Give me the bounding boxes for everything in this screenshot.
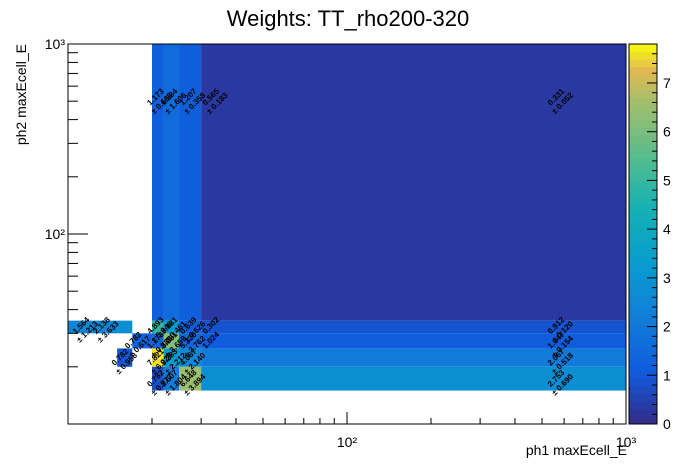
y-tick-label: 10³: [45, 36, 66, 52]
colorbar-band: [629, 234, 657, 243]
colorbar-band: [629, 302, 657, 311]
chart-title: Weights: TT_rho200-320: [227, 6, 470, 31]
y-tick-label: 10²: [45, 226, 66, 242]
colorbar-band: [629, 272, 657, 281]
colorbar-tick-label: 4: [663, 221, 671, 237]
colorbar-band: [629, 378, 657, 387]
color-scale-bar: [628, 43, 658, 425]
heatmap-cell: [201, 333, 627, 349]
colorbar-band: [629, 325, 657, 334]
colorbar-band: [629, 363, 657, 372]
colorbar-band: [629, 393, 657, 402]
heatmap-cells: [68, 44, 627, 391]
heatmap-cell: [179, 44, 202, 321]
heatmap-cell: [201, 44, 627, 321]
heatmap-cell: [201, 348, 627, 367]
colorbar-band: [629, 386, 657, 395]
colorbar-band: [629, 188, 657, 197]
colorbar-tick-label: 3: [663, 270, 671, 286]
colorbar-band: [629, 203, 657, 212]
heatmap-cell: [201, 366, 627, 391]
heatmap-cell: [163, 333, 180, 349]
colorbar-band: [629, 180, 657, 189]
colorbar-band: [629, 401, 657, 410]
heatmap-cell: [179, 333, 202, 349]
y-axis-ticks: 10² 10³: [45, 36, 88, 368]
colorbar-band: [629, 112, 657, 121]
heatmap-cell: [179, 348, 202, 367]
colorbar-band: [629, 416, 657, 425]
heatmap-cell: [151, 333, 164, 349]
colorbar-band: [629, 97, 657, 106]
colorbar-frame: [628, 43, 658, 425]
colorbar-band: [629, 89, 657, 98]
colorbar-tick-label: 1: [663, 367, 671, 383]
heatmap-cell: [151, 348, 164, 367]
colorbar-band: [629, 408, 657, 417]
colorbar-band: [629, 348, 657, 357]
heatmap-cell: [179, 320, 202, 334]
heatmap-cell: [151, 44, 164, 321]
colorbar-band: [629, 241, 657, 250]
colorbar-band: [629, 226, 657, 235]
colorbar-band: [629, 150, 657, 159]
colorbar-band: [629, 165, 657, 174]
colorbar-band: [629, 317, 657, 326]
colorbar-band: [629, 294, 657, 303]
colorbar-band: [629, 370, 657, 379]
heatmap-cell: [132, 333, 152, 349]
color-scale-ticks: 0 1 2 3 4 5 6 7: [647, 43, 671, 432]
heatmap-cell: [117, 320, 133, 334]
colorbar-band: [629, 279, 657, 288]
colorbar-band: [629, 218, 657, 227]
colorbar-band: [629, 74, 657, 83]
heatmap-cell: [163, 366, 180, 391]
colorbar-band: [629, 120, 657, 129]
heatmap-cell: [117, 348, 133, 367]
heatmap-cell: [179, 366, 202, 391]
colorbar-band: [629, 196, 657, 205]
colorbar-band: [629, 51, 657, 60]
colorbar-tick-label: 0: [663, 416, 671, 432]
colorbar-band: [629, 59, 657, 68]
colorbar-tick-label: 5: [663, 172, 671, 188]
colorbar-band: [629, 264, 657, 273]
heatmap-cell: [163, 320, 180, 334]
colorbar-band: [629, 332, 657, 341]
colorbar-band: [629, 249, 657, 258]
colorbar-tick-label: 2: [663, 319, 671, 335]
colorbar-band: [629, 135, 657, 144]
x-axis-ticks: 10² 10³: [151, 412, 637, 450]
heatmap-cell: [201, 320, 627, 334]
colorbar-band: [629, 66, 657, 75]
colorbar-band: [629, 287, 657, 296]
x-tick-label: 10²: [337, 434, 358, 450]
colorbar-band: [629, 340, 657, 349]
heatmap-cell: [68, 320, 118, 334]
x-tick-label: 10³: [616, 434, 637, 450]
colorbar-band: [629, 44, 657, 53]
heatmap-cell: [151, 320, 164, 334]
colorbar-band: [629, 82, 657, 91]
heatmap-cell: [163, 44, 180, 321]
colorbar-band: [629, 158, 657, 167]
heatmap-cell: [151, 366, 164, 391]
colorbar-band: [629, 355, 657, 364]
colorbar-band: [629, 104, 657, 113]
x-axis-label: ph1 maxEcell_E: [526, 442, 627, 458]
colorbar-band: [629, 256, 657, 265]
colorbar-band: [629, 211, 657, 220]
heatmap-cell: [163, 348, 180, 367]
colorbar-band: [629, 310, 657, 319]
colorbar-band: [629, 142, 657, 151]
y-axis-label: ph2 maxEcell_E: [13, 44, 29, 145]
colorbar-band: [629, 173, 657, 182]
colorbar-tick-label: 6: [663, 124, 671, 140]
colorbar-tick-label: 7: [663, 75, 671, 91]
colorbar-band: [629, 127, 657, 136]
